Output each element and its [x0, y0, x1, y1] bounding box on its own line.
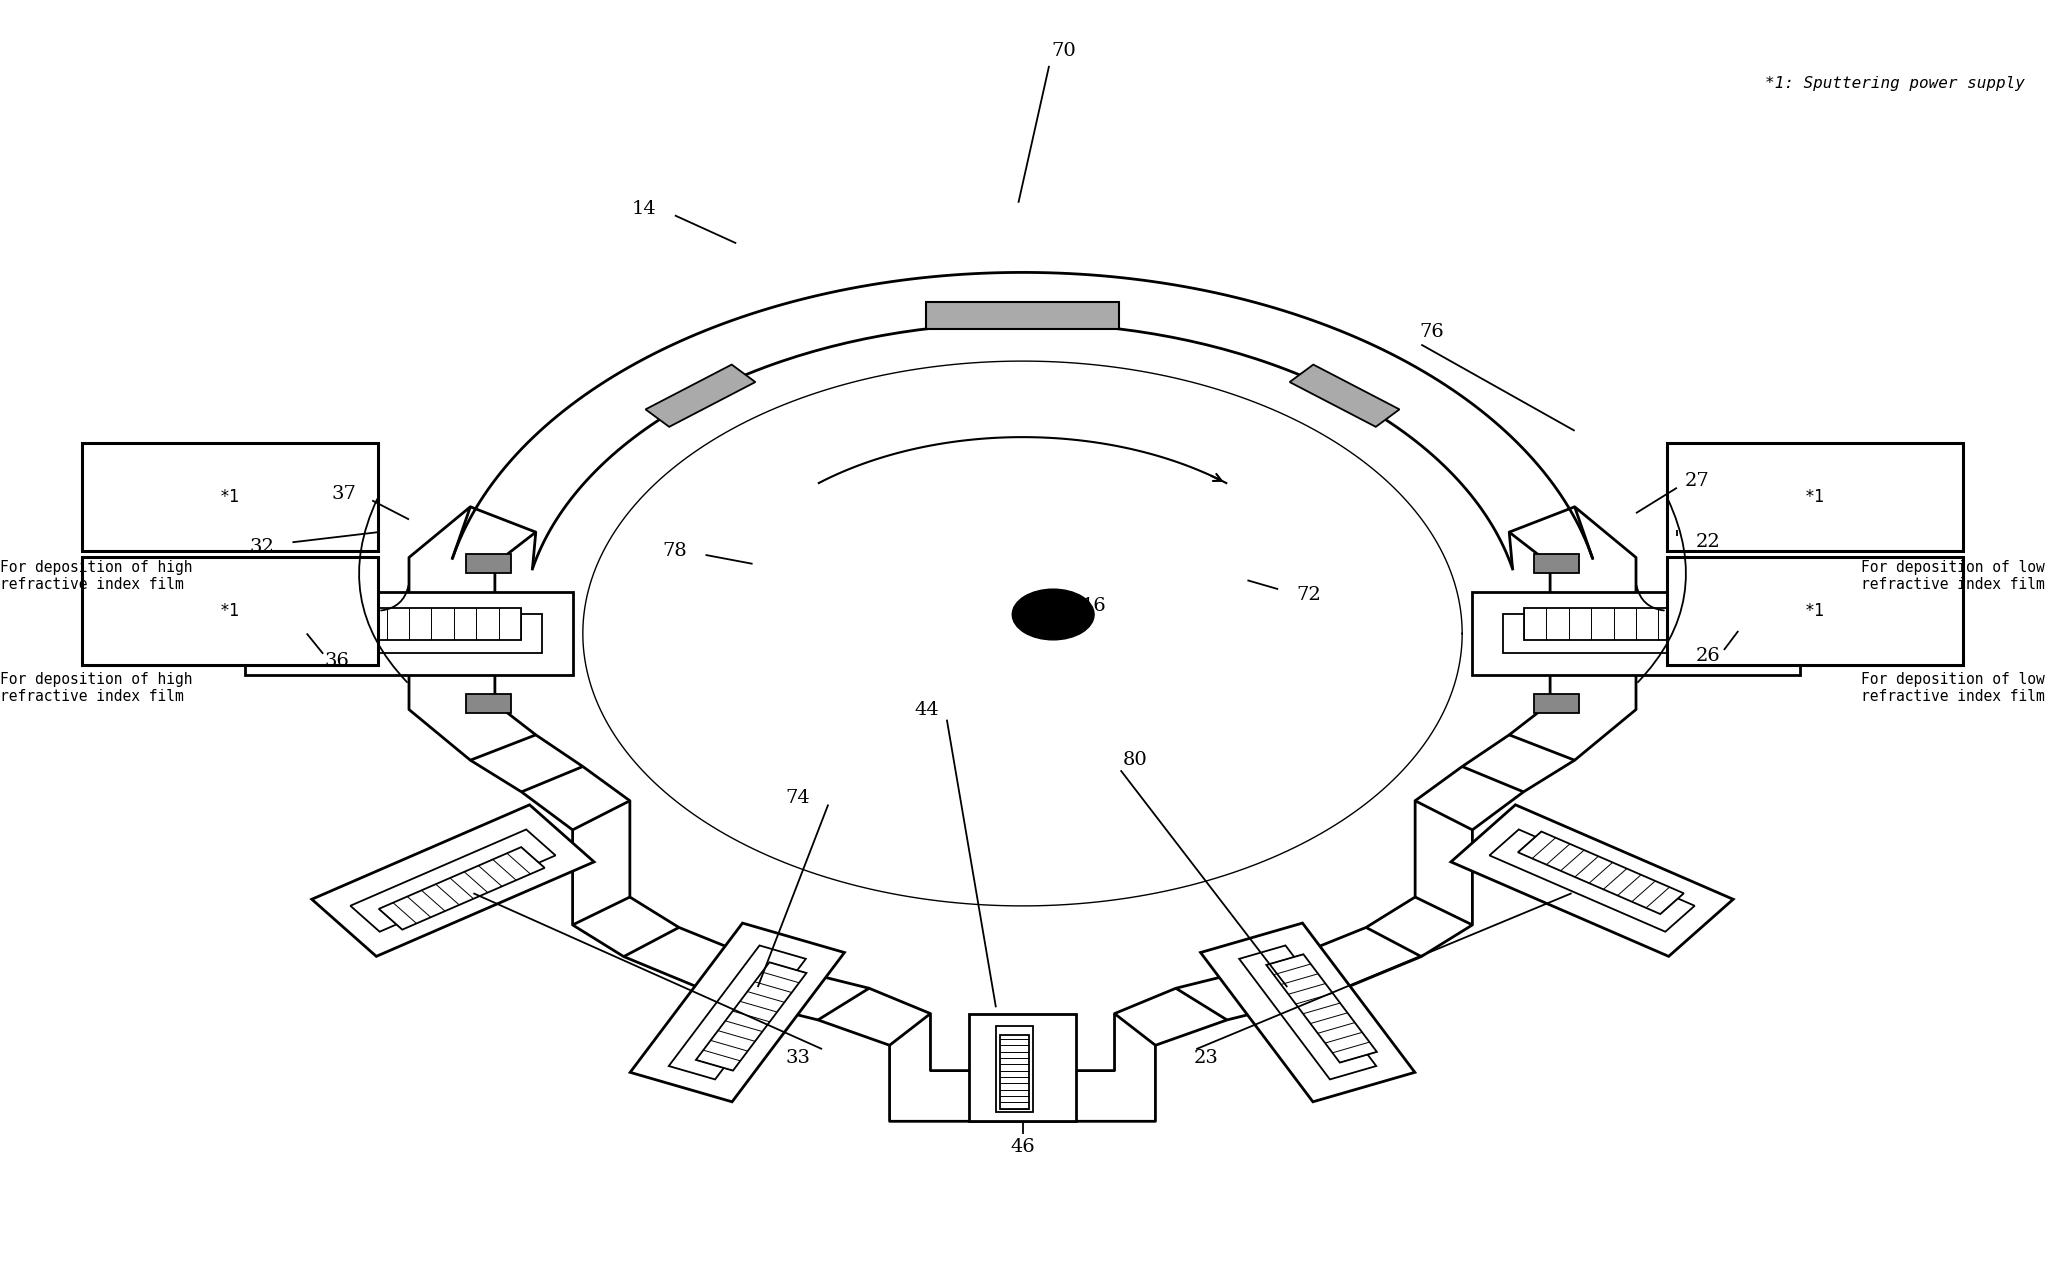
- Text: 33: 33: [785, 1049, 810, 1067]
- Text: 70: 70: [1051, 42, 1076, 60]
- Polygon shape: [378, 848, 544, 930]
- Text: 14: 14: [632, 200, 656, 218]
- Text: 46: 46: [1010, 1138, 1035, 1156]
- Bar: [996, 1026, 1033, 1112]
- Polygon shape: [245, 593, 573, 674]
- Polygon shape: [1503, 614, 1769, 653]
- Bar: [1534, 694, 1579, 713]
- Text: 23: 23: [1194, 1049, 1219, 1067]
- Polygon shape: [646, 365, 755, 427]
- Text: 32: 32: [249, 538, 274, 556]
- Polygon shape: [1450, 805, 1734, 957]
- Polygon shape: [1489, 830, 1695, 931]
- Text: For deposition of high
refractive index film: For deposition of high refractive index …: [0, 560, 192, 593]
- Text: For deposition of low
refractive index film: For deposition of low refractive index f…: [1861, 560, 2045, 593]
- Text: *1: *1: [1806, 488, 1824, 507]
- Text: *1: *1: [221, 602, 239, 621]
- Polygon shape: [695, 963, 806, 1071]
- Circle shape: [1012, 589, 1094, 640]
- Text: 16: 16: [1082, 597, 1106, 614]
- Polygon shape: [630, 924, 845, 1102]
- Bar: [82, 443, 378, 551]
- Text: 74: 74: [785, 789, 810, 807]
- Polygon shape: [1517, 831, 1683, 914]
- Text: *1: Sputtering power supply: *1: Sputtering power supply: [1765, 76, 2025, 91]
- Polygon shape: [1472, 593, 1800, 674]
- Polygon shape: [1239, 945, 1376, 1079]
- Text: 76: 76: [1419, 323, 1444, 341]
- Text: For deposition of low
refractive index film: For deposition of low refractive index f…: [1861, 672, 2045, 704]
- Text: 37: 37: [331, 485, 356, 503]
- Text: *1: *1: [1806, 602, 1824, 621]
- Polygon shape: [1524, 608, 1748, 640]
- Text: 22: 22: [1695, 533, 1720, 551]
- Polygon shape: [276, 614, 542, 653]
- Polygon shape: [1290, 365, 1399, 427]
- Polygon shape: [1266, 954, 1376, 1063]
- Text: 26: 26: [1695, 647, 1720, 665]
- Text: *1: *1: [221, 488, 239, 507]
- Text: 44: 44: [914, 701, 939, 718]
- Text: For deposition of high
refractive index film: For deposition of high refractive index …: [0, 672, 192, 704]
- Polygon shape: [297, 608, 521, 640]
- Text: 72: 72: [1297, 587, 1321, 604]
- Bar: [1534, 554, 1579, 573]
- Polygon shape: [1200, 924, 1415, 1102]
- Polygon shape: [311, 805, 595, 957]
- Bar: [969, 1014, 1076, 1121]
- Bar: [1667, 557, 1963, 665]
- Polygon shape: [669, 945, 806, 1079]
- Text: 80: 80: [1123, 751, 1147, 769]
- Bar: [1000, 1035, 1029, 1109]
- Bar: [1667, 443, 1963, 551]
- Bar: [466, 554, 511, 573]
- Text: 78: 78: [663, 542, 687, 560]
- Text: 27: 27: [1685, 473, 1710, 490]
- Bar: [926, 302, 1119, 329]
- Text: 36: 36: [325, 653, 350, 670]
- Polygon shape: [350, 830, 556, 931]
- Bar: [466, 694, 511, 713]
- Bar: [82, 557, 378, 665]
